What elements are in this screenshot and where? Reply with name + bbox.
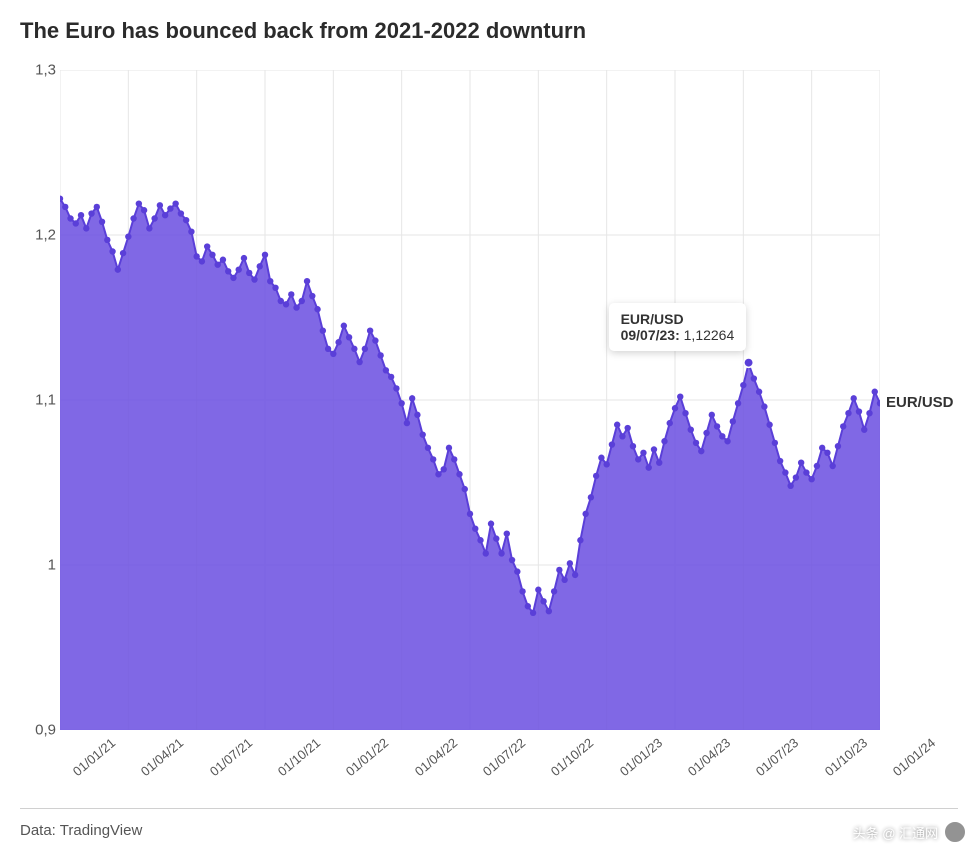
y-tick-label: 1,3 bbox=[35, 62, 56, 79]
y-axis-labels: 0,911,11,21,3 bbox=[20, 70, 56, 730]
y-tick-label: 1,1 bbox=[35, 392, 56, 409]
x-tick-label: 01/10/23 bbox=[821, 735, 869, 779]
x-tick-label: 01/10/22 bbox=[548, 735, 596, 779]
x-tick-label: 01/04/21 bbox=[138, 735, 186, 779]
x-tick-label: 01/07/23 bbox=[753, 735, 801, 779]
x-tick-label: 01/04/22 bbox=[411, 735, 459, 779]
x-tick-label: 01/07/22 bbox=[480, 735, 528, 779]
chart-svg bbox=[60, 70, 880, 730]
x-tick-label: 01/01/21 bbox=[70, 735, 118, 779]
series-label: EUR/USD bbox=[886, 394, 954, 411]
y-tick-label: 0,9 bbox=[35, 722, 56, 739]
data-source: Data: TradingView bbox=[20, 822, 142, 839]
x-tick-label: 01/01/23 bbox=[616, 735, 664, 779]
x-axis-labels: 01/01/21 01/04/21 01/07/21 01/10/21 01/01/22… bbox=[60, 735, 880, 795]
watermark-text: 头条 @ 汇通网 bbox=[853, 823, 938, 842]
x-tick-label: 01/01/24 bbox=[890, 735, 938, 779]
x-tick-label: 01/07/21 bbox=[206, 735, 254, 779]
x-tick-label: 01/01/22 bbox=[343, 735, 391, 779]
chart-area[interactable]: EUR/USD EUR/USD 09/07/23: 1,12264 bbox=[60, 70, 880, 730]
watermark-avatar-icon bbox=[944, 821, 966, 843]
y-tick-label: 1 bbox=[48, 557, 56, 574]
chart-title: The Euro has bounced back from 2021-2022… bbox=[0, 0, 978, 44]
x-tick-label: 01/04/23 bbox=[685, 735, 733, 779]
watermark: 头条 @ 汇通网 bbox=[853, 821, 966, 843]
y-tick-label: 1,2 bbox=[35, 227, 56, 244]
footer-divider bbox=[20, 808, 958, 809]
x-tick-label: 01/10/21 bbox=[275, 735, 323, 779]
